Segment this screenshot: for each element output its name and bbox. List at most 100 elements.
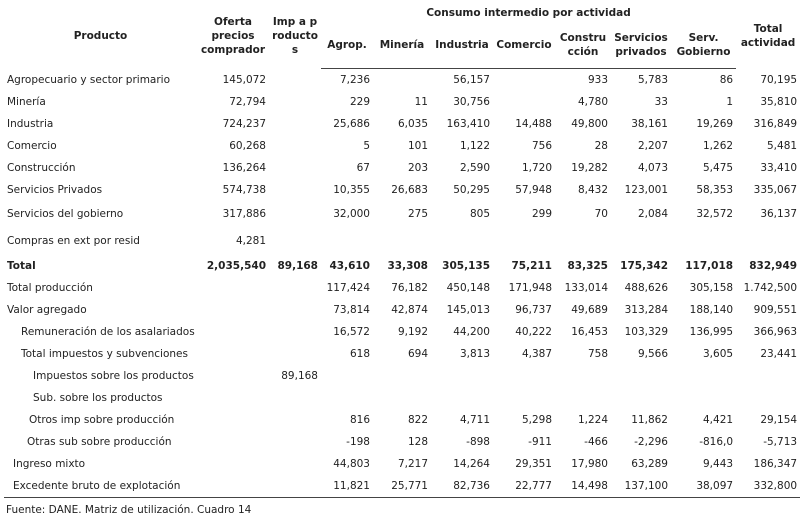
- value-cell: 9,566: [637, 348, 668, 360]
- row-label: Construcción: [7, 162, 76, 174]
- value-cell: 19,282: [571, 162, 608, 174]
- empty-cell: [269, 475, 321, 498]
- empty-cell: [611, 227, 671, 255]
- value-cell: 4,387: [521, 348, 552, 360]
- empty-cell: [373, 365, 431, 387]
- table-row: Excedente bruto de explotación 11,821 25,7…: [4, 475, 801, 498]
- empty-cell: [197, 453, 269, 475]
- empty-cell: [493, 227, 555, 255]
- value-cell: 229: [349, 96, 370, 108]
- value-cell: 75,211: [511, 260, 552, 272]
- empty-cell: [269, 91, 321, 113]
- value-cell: 1: [726, 96, 734, 108]
- empty-cell: [493, 387, 555, 409]
- row-label: Remuneración de los asalariados: [21, 326, 195, 338]
- value-cell: 909,551: [753, 304, 798, 316]
- empty-cell: [269, 321, 321, 343]
- value-cell: 133,014: [564, 282, 608, 294]
- value-cell: 5: [363, 140, 370, 152]
- empty-cell: [269, 69, 321, 92]
- empty-cell: [269, 179, 321, 201]
- value-cell: 103,329: [624, 326, 668, 338]
- empty-cell: [197, 475, 269, 498]
- empty-cell: [269, 387, 321, 409]
- value-cell: 33,308: [387, 260, 428, 272]
- value-cell: 29,154: [760, 414, 798, 426]
- value-cell: 49,689: [571, 304, 608, 316]
- empty-cell: [431, 365, 493, 387]
- value-cell: 618: [349, 348, 370, 360]
- value-cell: 117,018: [685, 260, 734, 272]
- empty-cell: [736, 365, 800, 387]
- value-cell: 805: [469, 208, 490, 220]
- empty-cell: [671, 365, 736, 387]
- value-cell: 316,849: [753, 118, 798, 130]
- value-cell: 816: [349, 414, 370, 426]
- value-cell: 128: [407, 436, 428, 448]
- value-cell: 38,097: [671, 475, 737, 498]
- value-cell: 2,590: [459, 162, 490, 174]
- empty-cell: [555, 365, 611, 387]
- value-cell: 203: [407, 162, 428, 174]
- column-header: Construcción: [555, 22, 611, 69]
- value-cell: 82,736: [431, 475, 493, 498]
- value-cell: 22,777: [493, 475, 555, 498]
- table-row: Servicios Privados 574,738 10,355 26,683 50,…: [4, 179, 800, 201]
- value-cell: 171,948: [508, 282, 552, 294]
- value-cell: 89,168: [281, 370, 318, 382]
- empty-cell: [373, 227, 431, 255]
- column-header: Minería: [373, 22, 431, 69]
- value-cell: 1.742,500: [743, 282, 798, 294]
- value-cell: 574,738: [222, 184, 266, 196]
- table-row: Ingreso mixto 44,803 7,217 14,264 29,351 17,9…: [4, 453, 800, 475]
- empty-cell: [197, 431, 269, 453]
- value-cell: 83,325: [567, 260, 608, 272]
- column-header: Agrop.: [321, 22, 373, 69]
- column-header: Comercio: [493, 22, 555, 69]
- row-label: Ingreso mixto: [13, 458, 86, 470]
- value-cell: 7,217: [397, 458, 428, 470]
- value-cell: 35,810: [760, 96, 798, 108]
- table-row: Agropecuario y sector primario 145,072 7,2…: [4, 69, 800, 92]
- value-cell: -5,713: [763, 436, 798, 448]
- data-table: Producto Oferta precios comprador Imp a …: [4, 4, 801, 498]
- row-label: Agropecuario y sector primario: [7, 73, 171, 86]
- value-cell: 43,610: [329, 260, 370, 272]
- table-row: Total producción 117,424 76,182 450,148 171,…: [4, 277, 800, 299]
- empty-cell: [269, 157, 321, 179]
- value-cell: 44,200: [453, 326, 490, 338]
- row-label: Compras en ext por resid: [7, 235, 140, 247]
- value-cell: 28: [594, 140, 608, 152]
- row-label: Total: [7, 260, 36, 272]
- value-cell: 14,498: [555, 475, 611, 498]
- value-cell: 32,000: [333, 208, 370, 220]
- empty-cell: [269, 299, 321, 321]
- value-cell: 7,236: [339, 74, 370, 86]
- row-label: Minería: [7, 96, 46, 108]
- table-row: Servicios del gobierno 317,886 32,000 275 80…: [4, 201, 800, 227]
- value-cell: 96,737: [515, 304, 552, 316]
- value-cell: 117,424: [326, 282, 370, 294]
- value-cell: 17,980: [571, 458, 608, 470]
- value-cell: 11,862: [631, 414, 668, 426]
- value-cell: 933: [587, 74, 608, 86]
- value-cell: 11,821: [321, 475, 373, 498]
- value-cell: 86: [719, 74, 734, 86]
- empty-cell: [197, 321, 269, 343]
- value-cell: 73,814: [333, 304, 370, 316]
- value-cell: 89,168: [277, 260, 318, 272]
- value-cell: 6,035: [397, 118, 428, 130]
- value-cell: 33: [654, 96, 668, 108]
- value-cell: 1,262: [703, 140, 734, 152]
- row-label: Otras sub sobre producción: [27, 436, 172, 448]
- row-label: Impuestos sobre los productos: [33, 370, 194, 382]
- value-cell: 16,453: [571, 326, 608, 338]
- value-cell: 2,207: [637, 140, 668, 152]
- value-cell: 9,192: [397, 326, 428, 338]
- empty-cell: [431, 387, 493, 409]
- row-label: Comercio: [7, 140, 57, 152]
- value-cell: 3,605: [703, 348, 734, 360]
- empty-cell: [555, 387, 611, 409]
- value-cell: 450,148: [446, 282, 490, 294]
